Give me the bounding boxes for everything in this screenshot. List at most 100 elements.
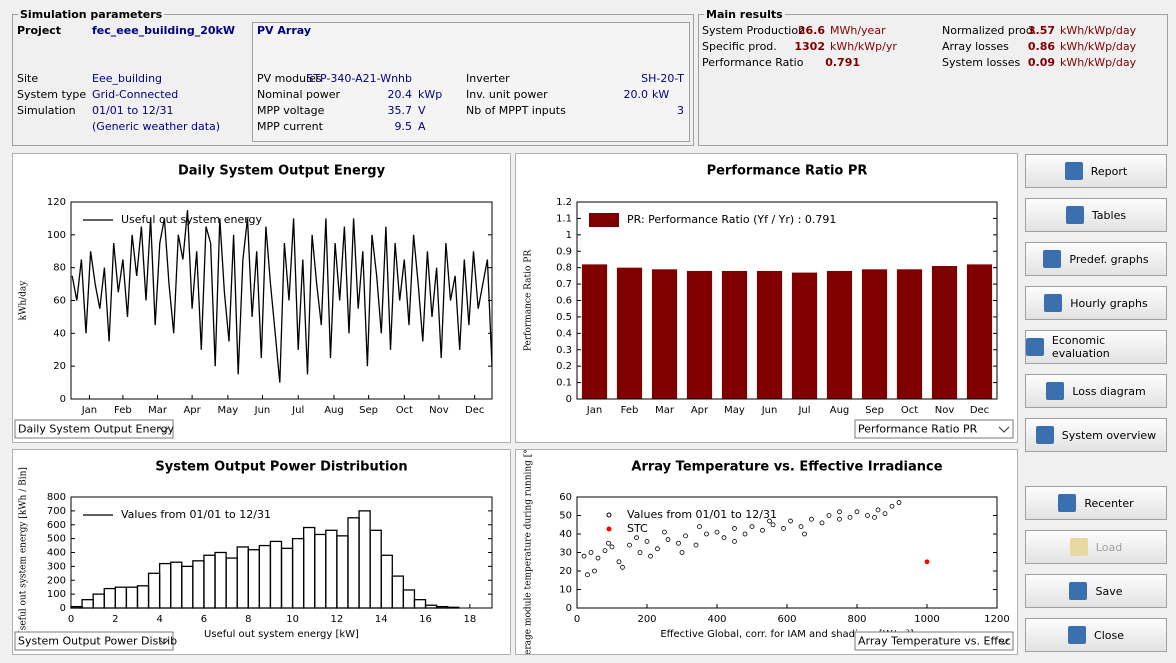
icon <box>1058 494 1077 512</box>
bar <box>931 266 958 399</box>
bar <box>616 267 643 399</box>
dropdown[interactable] <box>854 419 1014 439</box>
x-tick-label: 16 <box>419 614 432 625</box>
scatter-point <box>826 513 832 518</box>
icon <box>1026 338 1044 356</box>
x-tick-label: 200 <box>637 614 656 625</box>
scatter-point <box>609 544 615 550</box>
scatter-point <box>760 527 765 533</box>
group-title: Main results <box>704 8 785 21</box>
unit: MWh/year <box>830 24 886 37</box>
x-tick-label: May <box>218 405 239 416</box>
scatter-point <box>697 524 702 529</box>
scatter-point <box>767 518 772 524</box>
scatter-point <box>788 518 793 524</box>
y-tick-label: 0.7 <box>556 279 572 290</box>
dropdown-arrow <box>158 426 170 433</box>
scatter-point <box>693 542 699 548</box>
scatter-point <box>637 550 643 555</box>
button[interactable]: Recenter <box>1025 486 1167 520</box>
y-tick-label: 700 <box>47 506 66 517</box>
label: Project <box>17 24 62 37</box>
bar <box>721 270 748 399</box>
x-tick-label: Jul <box>797 405 810 416</box>
button[interactable]: System overview <box>1025 418 1167 452</box>
scatter-point <box>854 509 860 515</box>
dropdown-label: System Output Power Distrib <box>18 635 177 648</box>
button[interactable]: Economic evaluation <box>1025 330 1167 364</box>
x-tick-label: Jun <box>761 405 778 416</box>
label: MPP voltage <box>257 104 325 117</box>
button[interactable]: Hourly graphs <box>1025 286 1167 320</box>
dropdown[interactable] <box>14 419 174 439</box>
scatter-point <box>648 553 653 559</box>
legend-label: Useful out system energy <box>121 213 263 226</box>
group-box <box>698 14 1168 146</box>
y-tick-label: 800 <box>47 492 66 503</box>
legend-label: PR: Performance Ratio (Yf / Yr) : 0.791 <box>627 213 836 226</box>
button[interactable]: Loss diagram <box>1025 374 1167 408</box>
plot-frame <box>576 496 998 609</box>
chart-panel: Performance Ratio PR Performance Ratio PR… <box>515 153 1018 443</box>
legend-swatch <box>606 512 612 518</box>
dropdown-arrow <box>998 638 1010 645</box>
y-tick-label: 0 <box>566 603 572 614</box>
unit: kWh/kWp/yr <box>830 40 897 53</box>
button[interactable]: Load <box>1025 530 1167 564</box>
x-tick-label: 14 <box>375 614 388 625</box>
value: 01/01 to 12/31 <box>92 104 174 117</box>
value: fec_eee_building_20kW <box>92 24 235 37</box>
y-tick-label: 0.3 <box>556 345 572 356</box>
histogram-bar <box>103 587 116 609</box>
icon <box>1069 538 1088 556</box>
scatter-point <box>742 531 748 537</box>
y-tick-label: 0 <box>60 394 66 405</box>
y-tick-label: 40 <box>559 529 572 540</box>
y-tick-label: 50 <box>559 511 572 522</box>
dropdown-arrow <box>158 638 170 645</box>
histogram-bar <box>380 554 393 609</box>
scatter-point <box>819 520 825 526</box>
y-tick-label: 1.2 <box>556 197 572 208</box>
button[interactable]: Close <box>1025 618 1167 652</box>
data-line <box>71 210 493 383</box>
y-axis-label: kWh/day <box>19 280 29 321</box>
x-tick-label: Feb <box>114 405 132 416</box>
histogram-bar <box>247 549 260 609</box>
icon <box>1064 162 1083 180</box>
x-tick-label: Feb <box>621 405 639 416</box>
x-tick-label: Aug <box>830 405 850 416</box>
icon <box>1068 626 1087 644</box>
scatter-point <box>665 537 671 542</box>
scatter-point <box>802 531 807 537</box>
bar <box>651 269 678 399</box>
button[interactable]: Save <box>1025 574 1167 608</box>
y-tick-label: 0.8 <box>556 263 572 274</box>
y-tick-label: 0.2 <box>556 361 572 372</box>
x-tick-label: 8 <box>245 614 251 625</box>
icon <box>1044 294 1063 312</box>
histogram-bar <box>402 589 416 609</box>
x-tick-label: 1200 <box>984 614 1009 625</box>
button-label: Tables <box>1091 208 1127 222</box>
dropdown[interactable] <box>854 631 1014 651</box>
y-tick-label: 60 <box>559 492 572 503</box>
x-tick-label: 800 <box>847 614 866 625</box>
button[interactable]: Report <box>1025 154 1167 188</box>
scatter-point <box>714 529 720 535</box>
y-tick-label: 400 <box>47 548 66 559</box>
value: 26.6 <box>797 24 825 37</box>
scatter-point <box>581 553 587 559</box>
scatter-point <box>770 522 776 528</box>
x-tick-label: Jan <box>81 405 97 416</box>
button[interactable]: Predef. graphs <box>1025 242 1167 276</box>
dropdown[interactable] <box>14 631 174 651</box>
value: Eee_building <box>92 72 163 85</box>
label: Nb of MPPT inputs <box>466 104 566 117</box>
x-tick-label: Apr <box>691 405 709 416</box>
label: System losses <box>942 56 1021 69</box>
unit: kWh/kWp/day <box>1060 40 1137 53</box>
label: Array losses <box>942 40 1009 53</box>
button[interactable]: Tables <box>1025 198 1167 232</box>
histogram-bar <box>314 533 327 609</box>
